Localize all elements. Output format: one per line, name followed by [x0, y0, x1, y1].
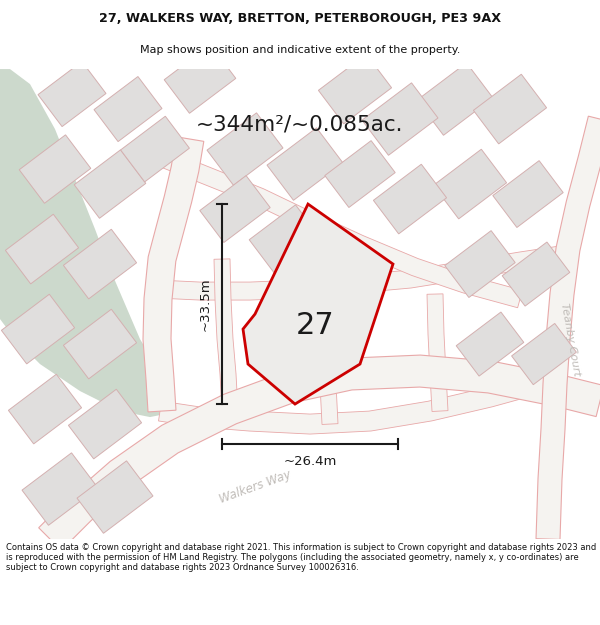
Polygon shape [243, 204, 393, 404]
Polygon shape [417, 63, 493, 135]
Text: Map shows position and indicative extent of the property.: Map shows position and indicative extent… [140, 45, 460, 55]
Polygon shape [267, 128, 343, 200]
Polygon shape [433, 149, 506, 219]
Polygon shape [8, 374, 82, 444]
Polygon shape [536, 116, 600, 539]
Polygon shape [317, 299, 338, 424]
Polygon shape [325, 141, 395, 208]
Polygon shape [319, 54, 392, 124]
Polygon shape [158, 246, 562, 300]
Polygon shape [5, 214, 79, 284]
Polygon shape [427, 294, 448, 411]
Polygon shape [121, 116, 190, 182]
Polygon shape [38, 355, 600, 551]
Polygon shape [200, 176, 270, 242]
Text: Walkers Way: Walkers Way [217, 468, 293, 506]
Text: 27, WALKERS WAY, BRETTON, PETERBOROUGH, PE3 9AX: 27, WALKERS WAY, BRETTON, PETERBOROUGH, … [99, 12, 501, 26]
Text: ~33.5m: ~33.5m [199, 278, 212, 331]
Polygon shape [64, 229, 137, 299]
Polygon shape [512, 324, 577, 384]
Text: Contains OS data © Crown copyright and database right 2021. This information is : Contains OS data © Crown copyright and d… [6, 542, 596, 572]
Polygon shape [64, 309, 137, 379]
Polygon shape [1, 294, 74, 364]
Text: ~26.4m: ~26.4m [283, 454, 337, 468]
Text: ~344m²/~0.085ac.: ~344m²/~0.085ac. [196, 114, 404, 134]
Polygon shape [473, 74, 547, 144]
Polygon shape [493, 161, 563, 228]
Polygon shape [77, 461, 153, 533]
Polygon shape [502, 242, 570, 306]
Polygon shape [164, 45, 236, 113]
Polygon shape [94, 76, 162, 142]
Polygon shape [22, 453, 98, 525]
Polygon shape [207, 113, 283, 185]
Text: Teanby Court: Teanby Court [559, 302, 581, 376]
Polygon shape [19, 135, 91, 203]
Polygon shape [456, 312, 524, 376]
Polygon shape [161, 151, 523, 308]
Polygon shape [74, 150, 146, 218]
Polygon shape [445, 231, 515, 298]
Polygon shape [158, 371, 551, 434]
Polygon shape [362, 83, 438, 155]
Polygon shape [214, 259, 238, 411]
Polygon shape [38, 61, 106, 127]
Polygon shape [0, 69, 170, 417]
Polygon shape [68, 389, 142, 459]
Polygon shape [143, 137, 204, 412]
Polygon shape [249, 205, 321, 273]
Text: 27: 27 [296, 311, 335, 340]
Polygon shape [373, 164, 446, 234]
